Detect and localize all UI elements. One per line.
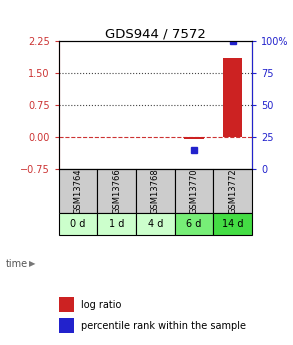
Text: time: time	[6, 259, 28, 269]
Text: 0 d: 0 d	[70, 219, 86, 229]
Text: GSM13772: GSM13772	[228, 168, 237, 214]
Bar	[175, 169, 213, 213]
Text: 6 d: 6 d	[186, 219, 202, 229]
Bar	[175, 213, 213, 235]
Bar	[97, 169, 136, 213]
Bar	[184, 137, 204, 139]
Text: log ratio: log ratio	[81, 300, 121, 310]
Text: GSM13768: GSM13768	[151, 168, 160, 214]
Text: GSM13766: GSM13766	[112, 168, 121, 214]
Bar	[213, 169, 252, 213]
Bar	[59, 318, 74, 333]
Text: GSM13764: GSM13764	[74, 168, 82, 214]
Bar	[97, 213, 136, 235]
Bar	[59, 213, 97, 235]
Text: 1 d: 1 d	[109, 219, 124, 229]
Bar	[223, 58, 242, 137]
Bar	[59, 169, 97, 213]
Bar	[59, 297, 74, 312]
Text: percentile rank within the sample: percentile rank within the sample	[81, 321, 246, 331]
Text: GSM13770: GSM13770	[190, 168, 198, 214]
Bar	[136, 169, 175, 213]
Text: 14 d: 14 d	[222, 219, 243, 229]
Title: GDS944 / 7572: GDS944 / 7572	[105, 27, 206, 40]
Bar	[213, 213, 252, 235]
Bar	[136, 213, 175, 235]
Text: ▶: ▶	[29, 259, 36, 268]
Text: 4 d: 4 d	[148, 219, 163, 229]
